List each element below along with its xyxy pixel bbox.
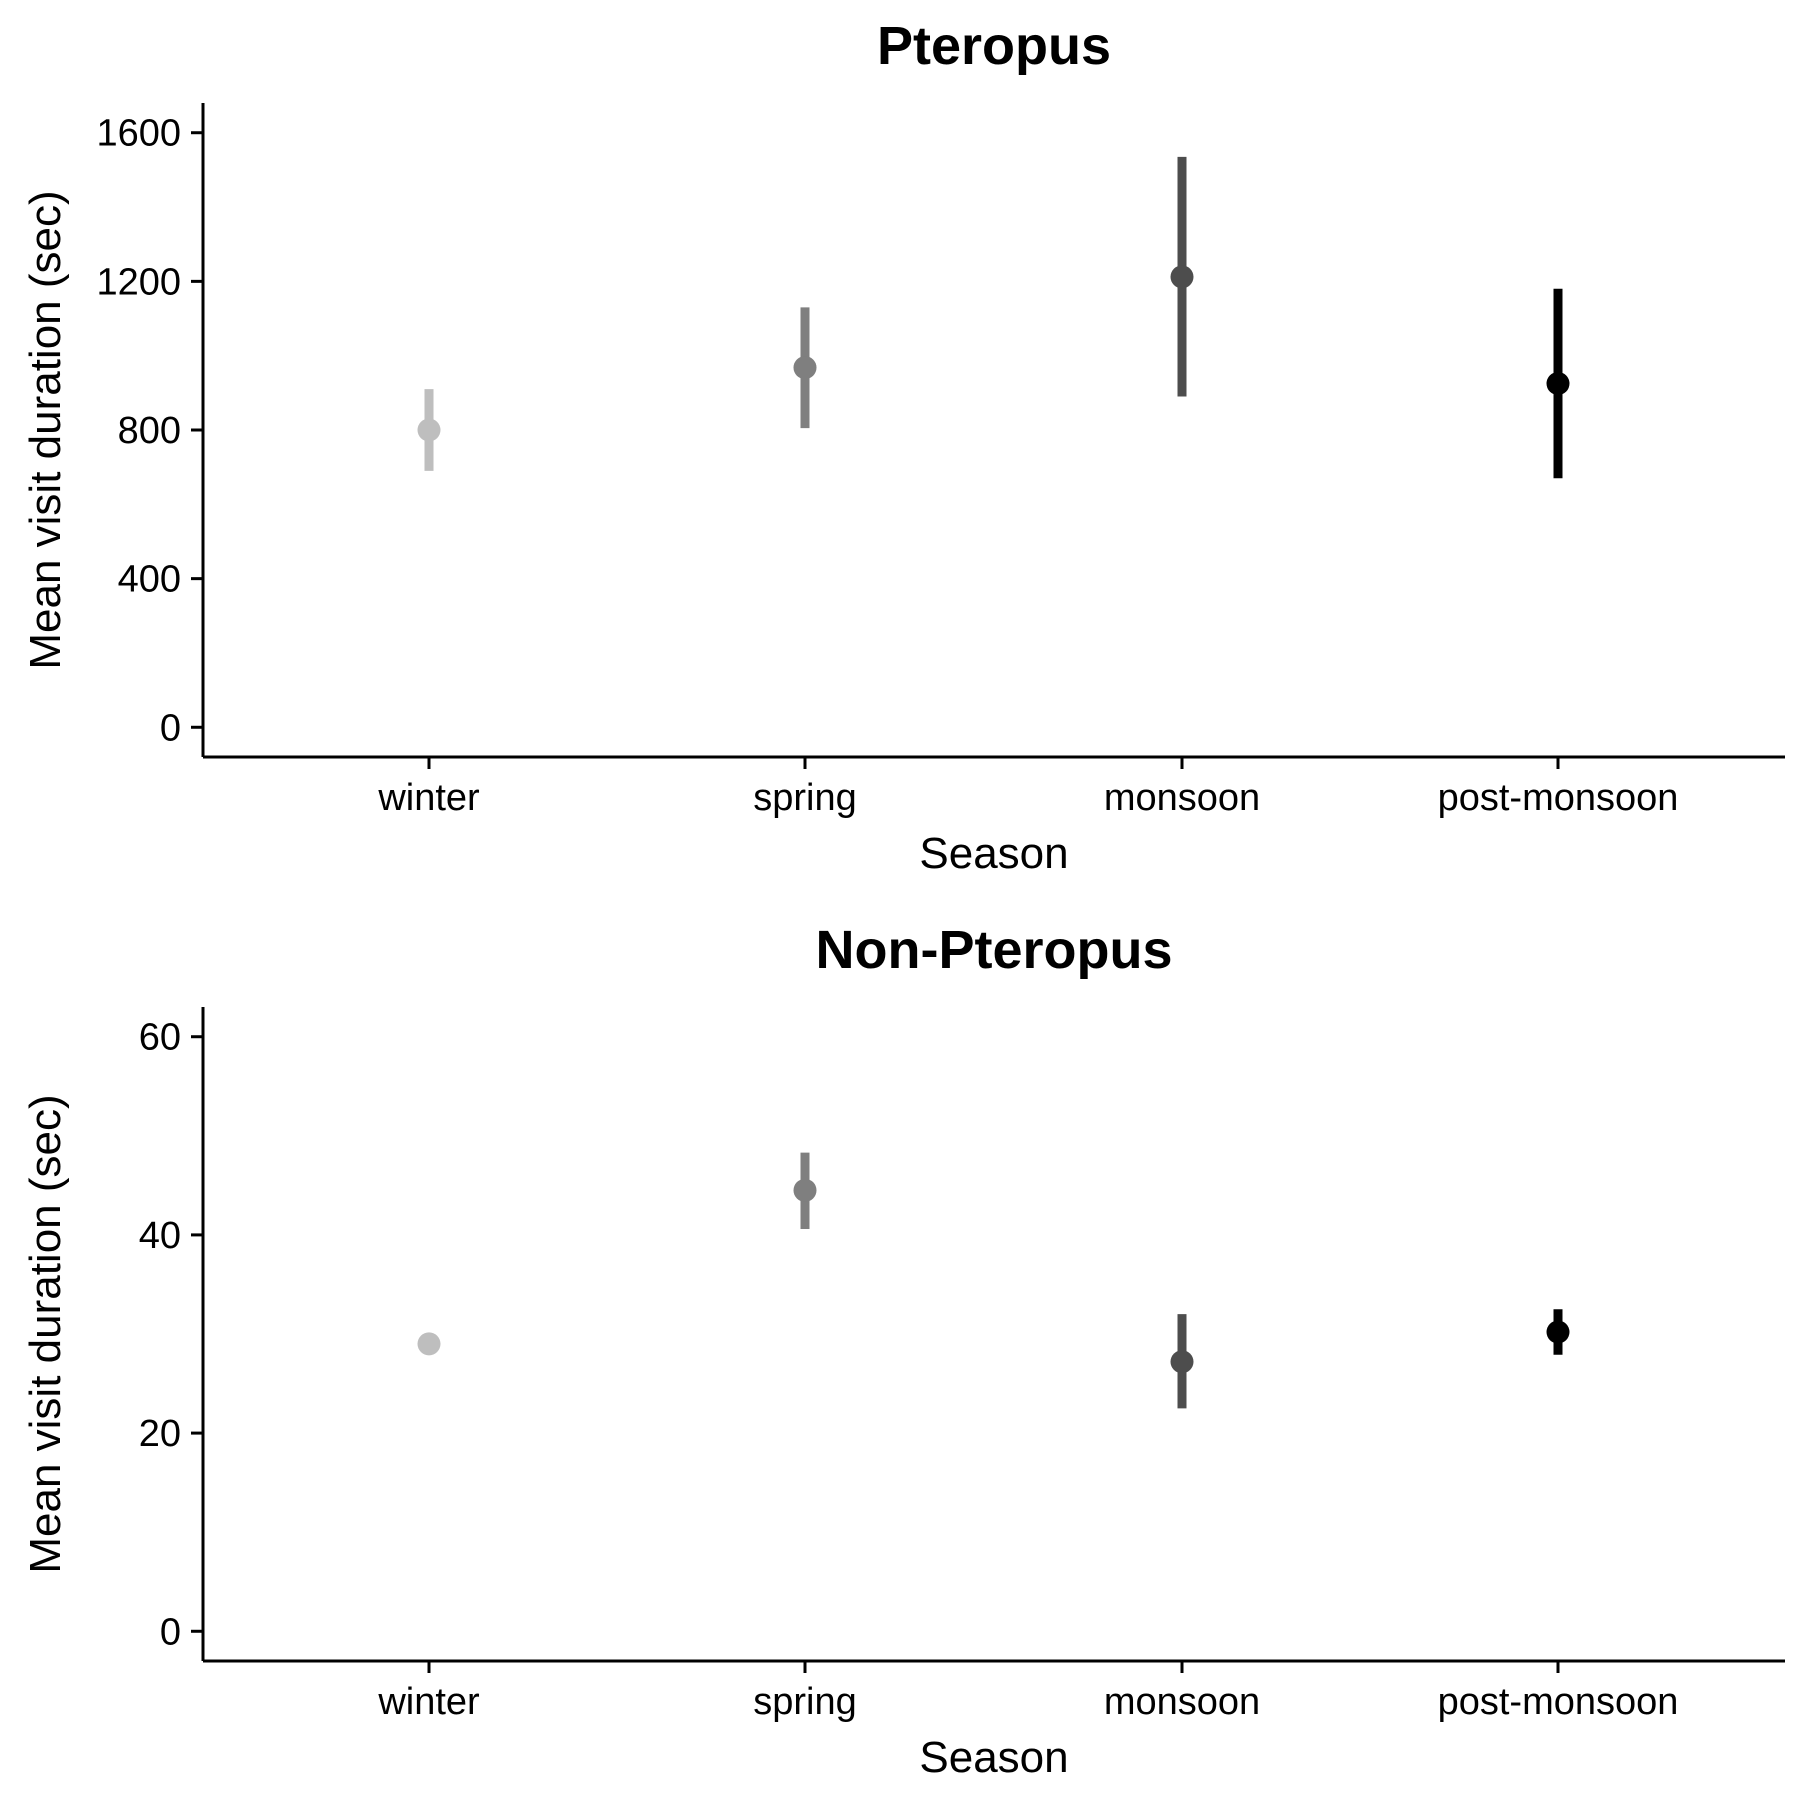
x-tick-label-monsoon: monsoon: [1104, 777, 1260, 819]
x-axis-title: Season: [919, 829, 1068, 878]
x-axis-title: Season: [919, 1733, 1068, 1782]
y-tick-label: 400: [118, 559, 181, 601]
y-tick-label: 40: [139, 1215, 181, 1257]
y-axis-title: Mean visit duration (sec): [21, 190, 70, 669]
point-spring: [793, 1178, 817, 1202]
chart-title: Non-Pteropus: [816, 920, 1173, 980]
chart-title: Pteropus: [877, 16, 1111, 76]
x-tick-label-post-monsoon: post-monsoon: [1438, 777, 1679, 819]
x-tick-label-winter: winter: [377, 1681, 480, 1723]
y-tick-label: 0: [160, 707, 181, 749]
x-tick-label-post-monsoon: post-monsoon: [1438, 1681, 1679, 1723]
point-winter: [417, 1332, 441, 1356]
panel-pteropus: Pteropus 0 400 800 1200 1600 winter spring monso…: [21, 16, 1785, 878]
y-tick-label: 1600: [96, 113, 181, 155]
x-tick-label-spring: spring: [753, 1681, 857, 1723]
x-tick-label-spring: spring: [753, 777, 857, 819]
point-spring: [793, 356, 817, 380]
y-tick-label: 60: [139, 1017, 181, 1059]
y-tick-label: 20: [139, 1413, 181, 1455]
point-winter: [417, 418, 441, 442]
point-post-monsoon: [1546, 1320, 1570, 1344]
y-tick-label: 1200: [96, 261, 181, 303]
y-axis-title: Mean visit duration (sec): [21, 1094, 70, 1573]
y-tick-label: 800: [118, 410, 181, 452]
panel-non-pteropus: Non-Pteropus 0 20 40 60 winter spring monsoon po…: [21, 920, 1785, 1782]
point-post-monsoon: [1546, 372, 1570, 396]
point-monsoon: [1170, 1350, 1194, 1374]
y-tick-label: 0: [160, 1611, 181, 1653]
point-monsoon: [1170, 265, 1194, 289]
x-tick-label-monsoon: monsoon: [1104, 1681, 1260, 1723]
x-tick-label-winter: winter: [377, 777, 480, 819]
